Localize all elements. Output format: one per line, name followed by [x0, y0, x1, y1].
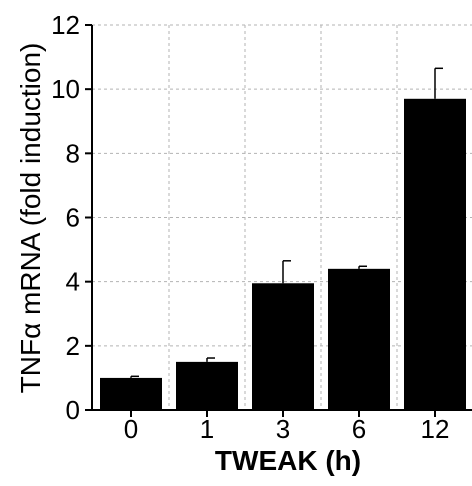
x-tick-label-6: 6	[352, 414, 366, 444]
y-tick-label: 10	[51, 74, 80, 104]
y-tick-label: 0	[66, 395, 80, 425]
x-axis-title: TWEAK (h)	[215, 445, 361, 476]
y-tick-label: 8	[66, 138, 80, 168]
axes	[85, 24, 472, 417]
y-tick-label: 12	[51, 10, 80, 40]
bar-12	[404, 98, 466, 411]
bars	[100, 98, 466, 411]
x-tick-label-12: 12	[421, 414, 450, 444]
y-tick-label: 2	[66, 331, 80, 361]
x-tick-labels: 0 1 3 6 12	[124, 414, 450, 444]
gridlines	[92, 24, 472, 410]
y-tick-label: 4	[66, 267, 80, 297]
bar-0	[100, 377, 162, 410]
bar-1	[176, 361, 238, 410]
x-tick-label-0: 0	[124, 414, 138, 444]
y-tick-labels: 0 2 4 6 8 10 12	[51, 10, 80, 425]
y-tick-label: 6	[66, 203, 80, 233]
x-tick-label-1: 1	[200, 414, 214, 444]
error-bars	[130, 67, 443, 378]
bar-3	[252, 283, 314, 410]
y-axis-title: TNFα mRNA (fold induction)	[15, 43, 46, 394]
x-tick-label-3: 3	[276, 414, 290, 444]
bar-6	[328, 268, 390, 410]
